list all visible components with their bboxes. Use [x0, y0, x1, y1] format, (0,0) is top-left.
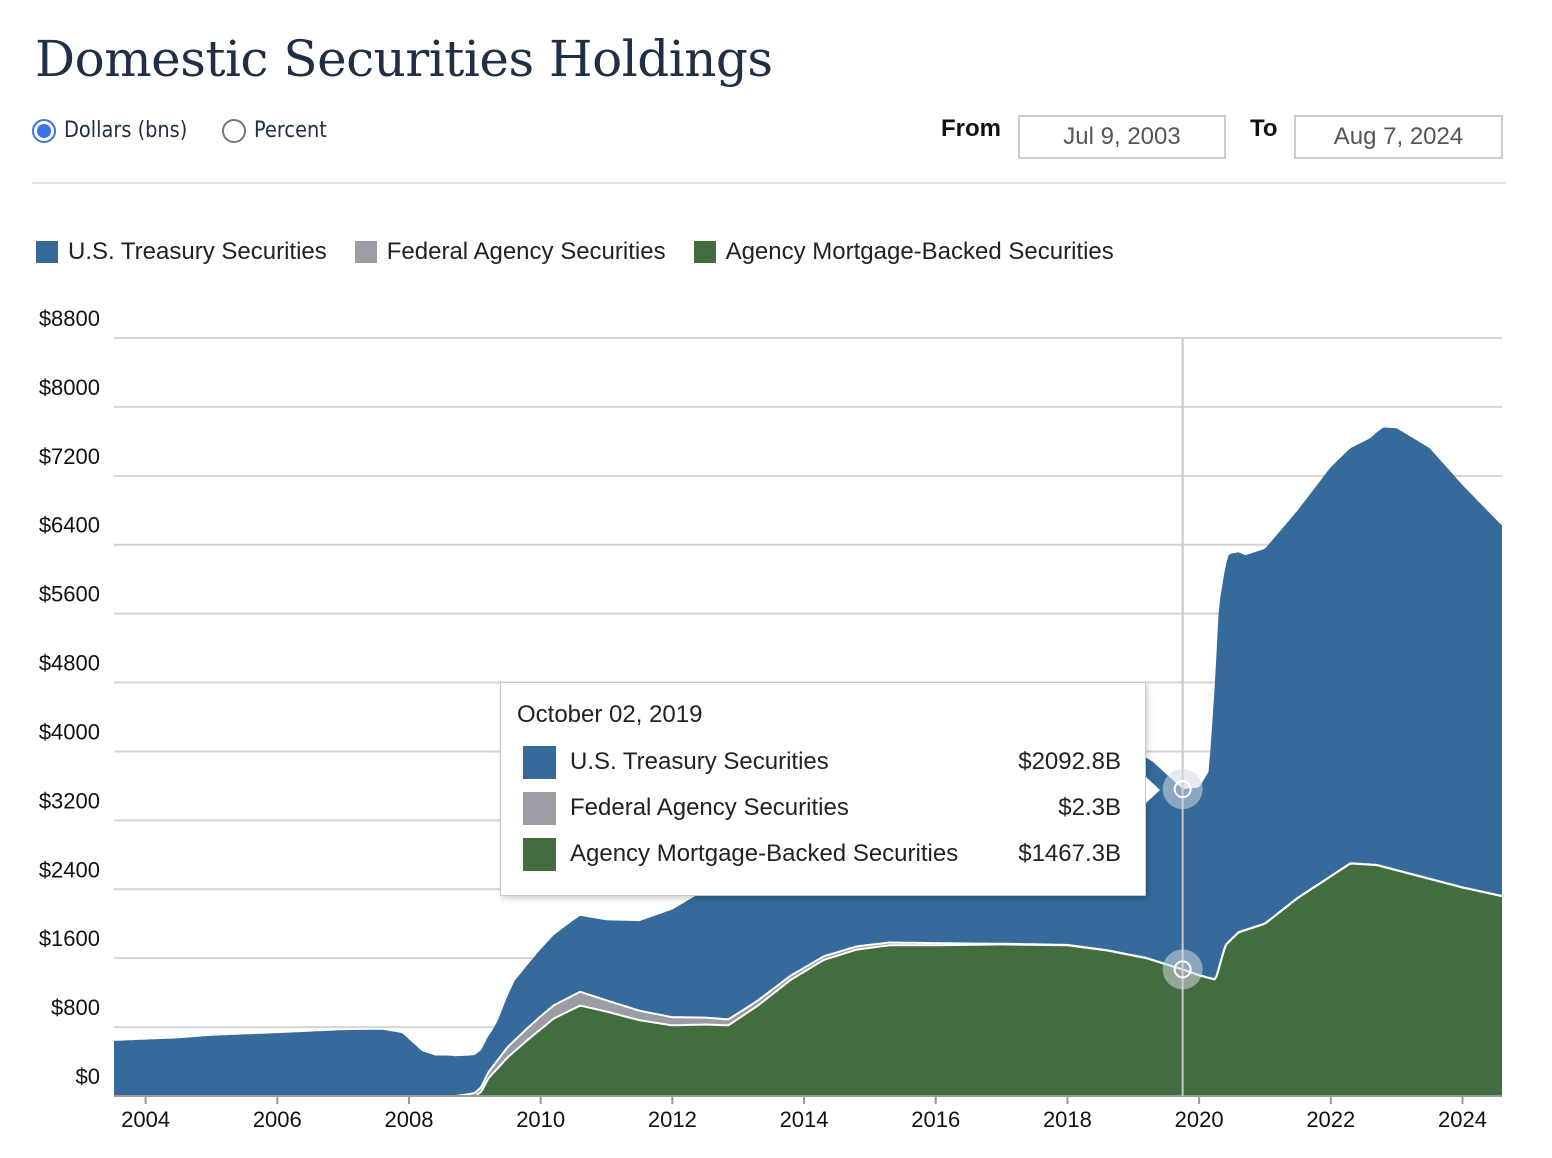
legend-label-agency: Federal Agency Securities: [386, 238, 666, 265]
dollars-radio-button[interactable]: [32, 118, 56, 143]
percent-radio-label: Percent: [254, 118, 328, 143]
percent-radio[interactable]: Percent: [222, 118, 337, 143]
axes: $0 $800 $1600 $2400 $3200 $4000 $4800 $5600 $640…: [39, 306, 1502, 1132]
units-radio-group: Dollars (bns) Percent: [32, 118, 355, 143]
y-tick-label: $8800: [39, 306, 100, 331]
legend-swatch-treasury: [36, 241, 58, 263]
y-tick-label: $8000: [39, 375, 100, 400]
legend-item-agency[interactable]: Federal Agency Securities: [354, 238, 666, 266]
y-tick-label: $4800: [39, 651, 100, 676]
to-label: To: [1250, 115, 1278, 142]
area-mbs: [114, 863, 1502, 1096]
dollars-radio-label: Dollars (bns): [64, 118, 188, 143]
to-date-input[interactable]: Aug 7, 2024: [1294, 115, 1503, 159]
page-title: Domestic Securities Holdings: [35, 30, 773, 88]
tooltip-name-treasury: U.S. Treasury Securities: [570, 748, 829, 775]
from-range: From: [941, 115, 1001, 143]
tooltip-pointer: [1146, 777, 1160, 803]
hover-markers: [1162, 338, 1203, 1096]
tooltip-swatch-agency: [523, 791, 556, 825]
treasury-hover-marker-halo: [1162, 769, 1203, 810]
from-label: From: [941, 115, 1001, 142]
x-tick-label: 2018: [1043, 1107, 1092, 1132]
legend-swatch-mbs: [693, 241, 716, 263]
to-range: To: [1250, 115, 1278, 143]
y-tick-label: $0: [76, 1064, 100, 1089]
tooltip-name-agency: Federal Agency Securities: [570, 794, 849, 821]
y-tick-label: $4000: [39, 719, 100, 744]
y-tick-label: $5600: [39, 582, 100, 607]
x-tick-label: 2006: [253, 1107, 302, 1132]
x-tick-label: 2010: [516, 1107, 565, 1132]
percent-radio-button[interactable]: [222, 118, 247, 143]
tooltip-swatch-mbs: [523, 837, 556, 871]
y-tick-label: $2400: [39, 857, 100, 882]
header-divider: [32, 182, 1506, 184]
x-tick-label: 2022: [1306, 1107, 1355, 1132]
tooltip-name-mbs: Agency Mortgage-Backed Securities: [570, 840, 959, 867]
area-edge-agency: [456, 862, 1503, 1097]
tooltip-row-mbs: Agency Mortgage-Backed Securities $1467.…: [523, 837, 1121, 871]
legend-item-mbs[interactable]: Agency Mortgage-Backed Securities: [693, 238, 1114, 266]
tooltip-value-mbs: $1467.3B: [1018, 840, 1121, 867]
chart-legend: U.S. Treasury Securities Federal Agency …: [36, 238, 1142, 266]
x-tick-label: 2004: [121, 1107, 170, 1132]
dollars-radio[interactable]: Dollars (bns): [32, 118, 204, 143]
x-tick-label: 2024: [1438, 1107, 1487, 1132]
x-tick-label: 2008: [385, 1107, 434, 1132]
legend-swatch-agency: [354, 241, 377, 263]
mbs-hover-marker: [1173, 960, 1192, 979]
tooltip-row-agency: Federal Agency Securities $2.3B: [523, 791, 1121, 825]
securities-area-chart[interactable]: $0 $800 $1600 $2400 $3200 $4000 $4800 $5600 $640…: [0, 290, 1552, 1150]
y-tick-label: $1600: [39, 926, 100, 951]
mbs-hover-marker-halo: [1162, 949, 1203, 990]
tooltip-value-treasury: $2092.8B: [1018, 748, 1121, 775]
tooltip-date: October 02, 2019: [517, 701, 703, 728]
tooltip-value-agency: $2.3B: [1058, 794, 1121, 821]
x-tick-label: 2016: [911, 1107, 960, 1132]
y-tick-label: $800: [51, 995, 100, 1020]
tooltip-row-treasury: U.S. Treasury Securities $2092.8B: [523, 745, 1121, 779]
from-date-input[interactable]: Jul 9, 2003: [1018, 115, 1226, 159]
treasury-hover-marker: [1173, 780, 1192, 799]
y-tick-label: $7200: [39, 444, 100, 469]
tooltip-swatch-treasury: [523, 745, 556, 779]
x-tick-label: 2014: [780, 1107, 829, 1132]
chart-tooltip: October 02, 2019 U.S. Treasury Securitie…: [500, 682, 1146, 896]
area-series: [114, 427, 1503, 1097]
y-tick-label: $6400: [39, 513, 100, 538]
y-tick-label: $3200: [39, 788, 100, 813]
x-tick-label: 2012: [648, 1107, 697, 1132]
legend-item-treasury[interactable]: U.S. Treasury Securities: [36, 238, 327, 266]
area-treasury: [114, 427, 1502, 1096]
x-tick-label: 2020: [1175, 1107, 1224, 1132]
legend-label-mbs: Agency Mortgage-Backed Securities: [725, 238, 1114, 265]
legend-label-treasury: U.S. Treasury Securities: [68, 238, 327, 265]
